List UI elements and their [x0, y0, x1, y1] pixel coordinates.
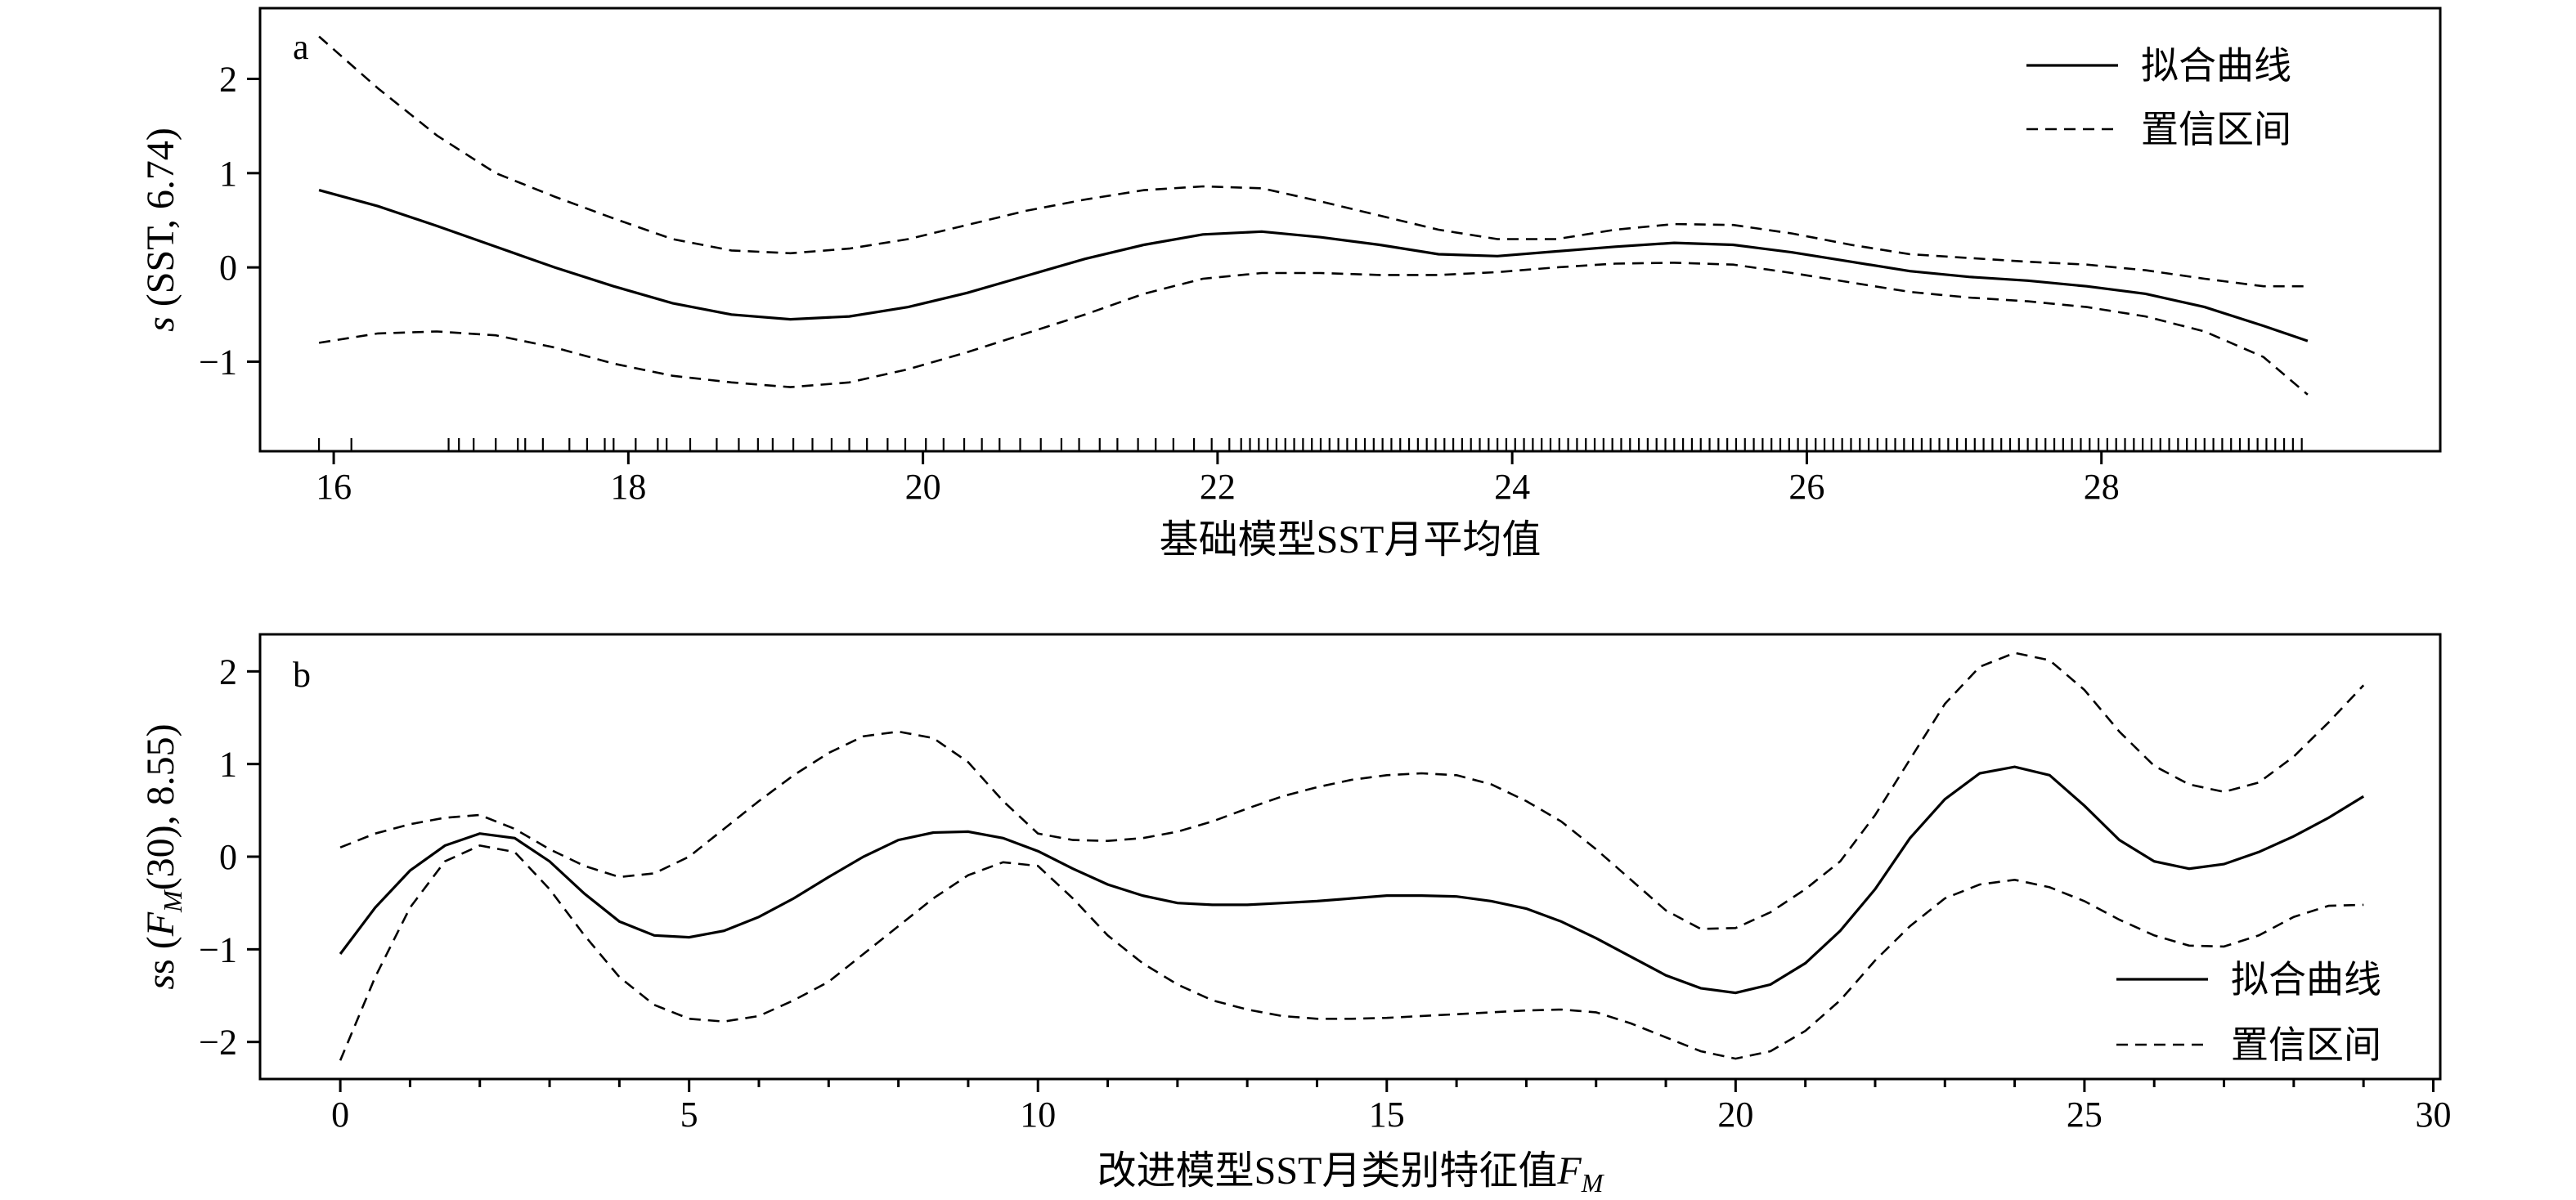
panel-b-ci-upper-curve	[339, 651, 2365, 930]
panel-b-plot-frame	[258, 633, 2442, 1081]
panel-b-ci-lower-curve	[339, 844, 2364, 1061]
panel-b-x-tick-label: 10	[1020, 1095, 1056, 1135]
panel-a-fit-curve	[318, 189, 2309, 343]
panel-a-ci-lower-curve	[318, 262, 2309, 396]
panel-b-y-axis-label-sub: M	[158, 889, 187, 913]
panel-a-legend-fit-label: 拟合曲线	[2141, 45, 2291, 87]
panel-b-x-tick-label: 30	[2415, 1095, 2451, 1135]
panel-a-x-tick-label: 28	[2084, 467, 2120, 507]
panel-b: b 改进模型SST月类别特征值FM ss (FM(30), 8.55) 0 5 10…	[139, 633, 2451, 1198]
panel-a-y-axis-label: s (SST, 6.74)	[139, 128, 182, 332]
panel-b-legend: 拟合曲线 置信区间	[2116, 959, 2381, 1066]
panel-a-y-tick-label: −1	[199, 342, 237, 382]
panel-a-y-tick-label: 0	[219, 248, 237, 288]
panel-a-x-tick-label: 22	[1200, 467, 1236, 507]
panel-b-x-axis-label-text: 改进模型SST月类别特征值	[1097, 1149, 1558, 1193]
panel-b-legend-ci-label: 置信区间	[2231, 1024, 2381, 1066]
panel-b-label: b	[293, 655, 311, 695]
panel-b-y-tick-label: 0	[219, 837, 237, 877]
panel-b-y-tick-label: 1	[219, 745, 237, 785]
panel-b-y-axis-label-open: s (	[139, 936, 182, 974]
panel-a-x-tick-label: 24	[1494, 467, 1530, 507]
panel-a-y-tick-label: 2	[219, 59, 237, 99]
panel-a-rug	[317, 438, 2303, 451]
panel-b-y-tick-label: −2	[199, 1023, 237, 1063]
panel-a-y-axis-label-rest: (SST, 6.74)	[139, 128, 182, 316]
panel-b-series	[339, 651, 2365, 1061]
panel-b-x-tick-label: 20	[1717, 1095, 1753, 1135]
panel-a-ticks: 16 18 20 22 24 26 28 −1 0 1 2	[199, 59, 2120, 507]
panel-b-fit-curve	[339, 765, 2365, 995]
panel-a-label: a	[293, 27, 309, 67]
panel-a-legend-ci-label: 置信区间	[2141, 109, 2291, 150]
panel-b-x-tick-label: 5	[680, 1095, 698, 1135]
panel-b-x-axis-label-sub: M	[1581, 1168, 1605, 1198]
panel-a-x-tick-label: 26	[1788, 467, 1824, 507]
panel-b-y-axis-label-rest: (30), 8.55)	[139, 723, 182, 890]
panel-b-y-tick-label: 2	[219, 651, 237, 692]
panel-b-y-tick-label: −1	[199, 929, 237, 969]
panel-a-y-tick-label: 1	[219, 154, 237, 194]
panel-b-x-axis-label: 改进模型SST月类别特征值FM	[1097, 1149, 1605, 1198]
panel-b-y-axis-label-s: s	[139, 974, 182, 990]
panel-b-y-axis-label: ss (FM(30), 8.55)	[139, 723, 187, 989]
panel-a-x-axis-label: 基础模型SST月平均值	[1160, 518, 1542, 562]
panel-a-legend: 拟合曲线 置信区间	[2026, 45, 2291, 150]
panel-b-ticks: 0 5 10 15 20 25 30 −2 −1 0 1 2	[199, 651, 2451, 1135]
panel-b-x-tick-label: 0	[331, 1095, 349, 1135]
panel-b-legend-fit-label: 拟合曲线	[2231, 959, 2381, 1001]
panel-a-y-axis-label-s: s	[139, 316, 182, 332]
panel-b-x-tick-label: 25	[2067, 1095, 2103, 1135]
panel-b-y-axis-label-f: F	[139, 911, 182, 937]
panel-a-x-tick-label: 20	[905, 467, 941, 507]
panel-b-x-axis-label-f: F	[1556, 1149, 1582, 1193]
panel-a: a 基础模型SST月平均值 s (SST, 6.74) 16 18 20 22 24 26…	[139, 7, 2442, 562]
panel-a-x-tick-label: 18	[610, 467, 646, 507]
panel-b-x-tick-label: 15	[1369, 1095, 1405, 1135]
panel-a-series	[318, 35, 2309, 396]
panel-a-ci-upper-curve	[318, 35, 2308, 288]
panel-a-plot-frame	[258, 7, 2442, 453]
panel-a-x-tick-label: 16	[316, 467, 352, 507]
